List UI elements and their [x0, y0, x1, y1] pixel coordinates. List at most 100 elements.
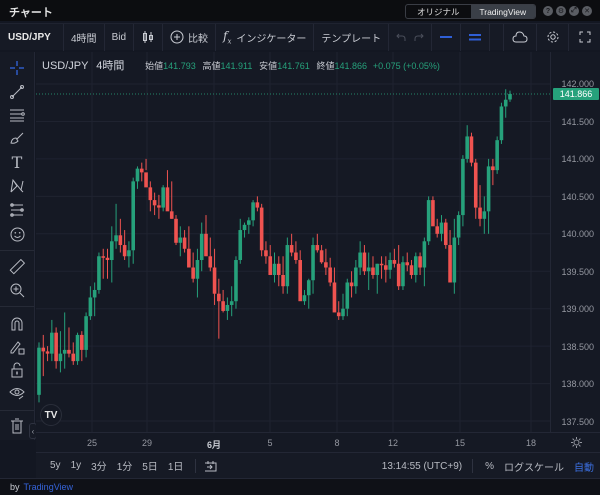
trend-line-icon: [10, 85, 24, 99]
settings-button[interactable]: [536, 23, 568, 51]
legend-low-label: 安値: [259, 61, 278, 71]
price-label: 138.500: [561, 341, 594, 352]
ohlc-legend: USD/JPY 4時間 始値141.793 高値141.911 安値141.76…: [42, 57, 440, 73]
time-label: 18: [525, 438, 537, 448]
trash-icon: [11, 418, 23, 434]
single-layout-button[interactable]: [432, 23, 462, 51]
range-1m[interactable]: 1分: [116, 462, 133, 473]
eye-icon: [9, 388, 25, 400]
view-toggle-tradingview[interactable]: TradingView: [470, 5, 535, 18]
bottom-right-controls: 13:14:55 (UTC+9) % ログスケール 自動: [372, 453, 594, 479]
legend-change: +0.075 (+0.05%): [372, 61, 440, 71]
compare-label: 比較: [188, 33, 209, 45]
double-line-icon: [469, 34, 482, 41]
redo-icon[interactable]: [414, 32, 424, 42]
templates-button[interactable]: テンプレート: [314, 23, 390, 51]
price-type-button[interactable]: Bid: [105, 23, 135, 51]
price-label: 140.500: [561, 191, 594, 202]
legend-symbol: USD/JPY: [42, 60, 89, 72]
text-tool[interactable]: T: [6, 151, 28, 173]
pattern-icon: [10, 178, 24, 193]
price-label: 142.000: [561, 79, 594, 89]
crosshair-icon: [10, 61, 24, 75]
double-layout-button[interactable]: [461, 23, 491, 51]
window-settings-icon[interactable]: ⚙: [556, 6, 566, 16]
lock-drawings-tool[interactable]: [6, 336, 28, 358]
crosshair-tool[interactable]: [6, 57, 28, 79]
price-label: 138.000: [561, 379, 594, 389]
compare-button[interactable]: 比較: [163, 23, 217, 51]
tradingview-link[interactable]: TradingView: [23, 482, 74, 492]
horizontal-lines-icon: [10, 109, 25, 122]
pattern-tool[interactable]: [6, 175, 28, 197]
log-scale-toggle[interactable]: ログスケール: [504, 462, 564, 474]
fullscreen-button[interactable]: [568, 23, 600, 51]
tv-logo-icon: TV: [44, 409, 58, 421]
tool-divider: [0, 410, 34, 411]
chart-type-button[interactable]: [134, 23, 164, 51]
divider: [472, 459, 474, 473]
range-3m[interactable]: 3分: [91, 462, 107, 473]
interval-button[interactable]: 4時間: [64, 23, 105, 51]
help-icon[interactable]: ?: [543, 6, 553, 16]
single-line-icon: [440, 36, 453, 38]
undo-icon[interactable]: [396, 32, 406, 42]
price-label: 140.000: [561, 229, 594, 239]
brush-tool[interactable]: [6, 127, 28, 149]
tradingview-logo[interactable]: TV: [40, 404, 62, 426]
expand-icon[interactable]: ⤢: [569, 6, 579, 16]
delete-tool[interactable]: [6, 415, 28, 437]
window-buttons: ? ⚙ ⤢ ✕: [543, 6, 592, 16]
top-toolbar: USD/JPY 4時間 Bid 比較 fx インジケーター テンプレート: [0, 23, 600, 51]
price-label: 137.500: [561, 416, 594, 427]
magnet-icon: [11, 317, 23, 331]
time-axis[interactable]: 25 29 6月 5 8 12 15 18: [36, 432, 600, 452]
time-label: 15: [454, 438, 466, 448]
lock-tool[interactable]: [6, 359, 28, 381]
range-1d[interactable]: 1日: [167, 462, 184, 473]
emoji-tool[interactable]: [6, 223, 28, 245]
chart-pane[interactable]: USD/JPY 4時間 始値141.793 高値141.911 安値141.76…: [36, 52, 550, 432]
legend-interval: 4時間: [96, 60, 125, 72]
fx-icon: fx: [223, 28, 232, 46]
price-label: 141.000: [561, 154, 594, 164]
view-toggle: オリジナル TradingView: [405, 4, 536, 19]
gear-icon: [547, 31, 558, 43]
window-titlebar: チャート オリジナル TradingView ? ⚙ ⤢ ✕: [0, 0, 600, 21]
axis-settings-icon[interactable]: [571, 437, 582, 448]
visibility-tool[interactable]: [6, 382, 28, 404]
trend-line-tool[interactable]: [6, 81, 28, 103]
symbol-button[interactable]: USD/JPY: [0, 23, 64, 51]
prediction-icon: [10, 203, 24, 217]
auto-scale-toggle[interactable]: 自動: [574, 462, 594, 474]
range-5y[interactable]: 5y: [50, 460, 61, 471]
legend-high-label: 高値: [202, 61, 221, 71]
cloud-icon: [512, 31, 528, 43]
price-label: 141.500: [561, 116, 594, 127]
range-1y[interactable]: 1y: [70, 460, 82, 471]
time-label: 5: [267, 438, 273, 448]
divider: [195, 458, 197, 473]
chevron-left-icon: ‹: [31, 426, 35, 436]
zoom-in-tool[interactable]: [6, 279, 28, 301]
footer-attribution: by TradingView: [0, 478, 600, 495]
smiley-icon: [10, 227, 24, 241]
indicators-button[interactable]: fx インジケーター: [216, 23, 315, 51]
toolbar-spacer: [490, 23, 504, 51]
close-icon[interactable]: ✕: [582, 6, 592, 16]
ruler-tool[interactable]: [6, 256, 28, 278]
legend-high-value: 141.911: [220, 61, 253, 71]
horizontal-lines-tool[interactable]: [6, 104, 28, 126]
magnet-tool[interactable]: [6, 313, 28, 335]
price-label: 139.500: [561, 266, 594, 277]
view-toggle-original[interactable]: オリジナル: [416, 6, 460, 17]
tool-divider: [0, 250, 34, 251]
price-axis[interactable]: 142.000 141.500 141.000 140.500 140.000 …: [550, 52, 600, 432]
percent-toggle[interactable]: %: [485, 460, 494, 472]
goto-date-icon[interactable]: [204, 460, 217, 472]
cloud-button[interactable]: [504, 24, 536, 51]
legend-close-value: 141.866: [334, 61, 368, 71]
range-5d[interactable]: 5日: [142, 462, 158, 473]
window-title: チャート: [9, 7, 53, 19]
prediction-tool[interactable]: [6, 199, 28, 221]
